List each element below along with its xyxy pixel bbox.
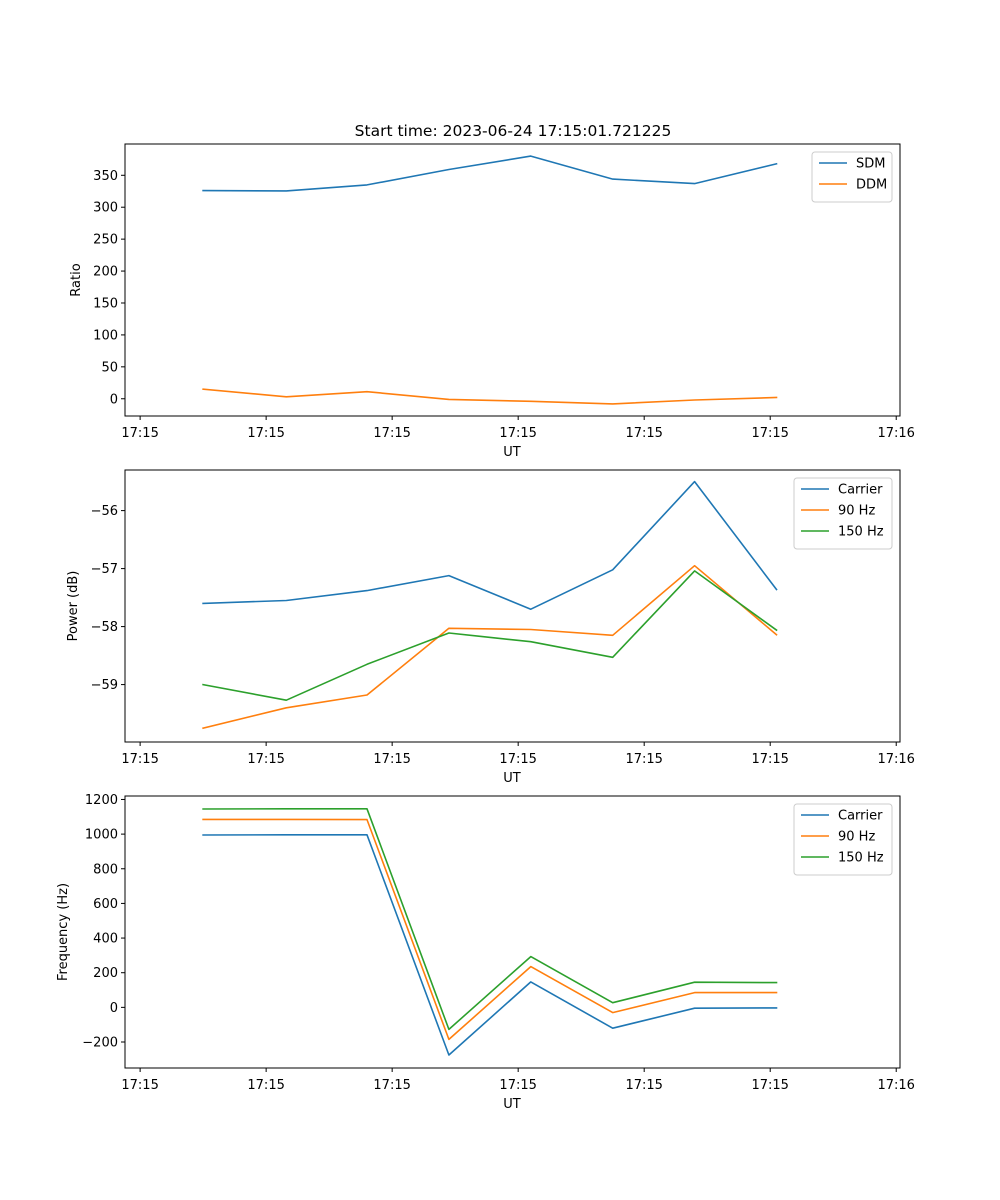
x-tick-label: 17:15: [373, 426, 410, 441]
y-tick-label: 600: [93, 897, 118, 912]
y-tick-label: −57: [91, 562, 118, 577]
xlabel-power: UT: [503, 771, 521, 786]
series-line-sdm: [202, 155, 778, 192]
y-tick-label: 200: [93, 966, 118, 981]
y-tick-label: −200: [82, 1036, 118, 1051]
x-tick-label: 17:15: [751, 1078, 788, 1093]
legend-label: 150 Hz: [838, 851, 884, 866]
y-tick-label: 800: [93, 862, 118, 877]
x-tick-label: 17:15: [373, 1078, 410, 1093]
x-tick-label: 17:15: [751, 752, 788, 767]
axes-frame-power: [124, 469, 901, 743]
legend-label: 90 Hz: [838, 830, 875, 845]
y-tick-label: 50: [101, 360, 118, 375]
x-tick-label: 17:15: [625, 426, 662, 441]
panel-power: Power (dB) UT 17:15 17:15 17:15 17:15 17:15 1…: [66, 469, 915, 786]
series-line-150-hz: [202, 807, 778, 1031]
x-tick-label: 17:15: [247, 1078, 284, 1093]
series-line-ddm: [202, 388, 778, 405]
y-tick-label: 250: [93, 233, 118, 248]
series-line-90-hz: [202, 818, 778, 1041]
x-tick-label: 17:15: [247, 752, 284, 767]
y-tick-label: −56: [91, 504, 118, 519]
y-tick-label: 300: [93, 201, 118, 216]
ylabel-frequency: Frequency (Hz): [56, 883, 71, 981]
legend-label: 90 Hz: [838, 504, 875, 519]
legend-label: Carrier: [838, 809, 883, 824]
x-tick-label: 17:15: [121, 426, 158, 441]
x-tick-label: 17:16: [877, 1078, 914, 1093]
y-tick-label: 200: [93, 265, 118, 280]
series-line-carrier: [202, 480, 778, 611]
xlabel-ratio: UT: [503, 445, 521, 460]
y-tick-label: 350: [93, 169, 118, 184]
legend-ratio: SDM DDM: [811, 151, 893, 203]
x-tick-label: 17:15: [373, 752, 410, 767]
x-tick-label: 17:15: [499, 752, 536, 767]
panel-frequency: Frequency (Hz) UT 17:15 17:15 17:15 17:15 17…: [56, 793, 915, 1112]
series-line-150-hz: [202, 570, 778, 702]
x-tick-label: 17:15: [625, 752, 662, 767]
y-tick-label: −59: [91, 678, 118, 693]
series-line-carrier: [202, 833, 778, 1056]
legend-box: [811, 151, 893, 203]
axes-frame-frequency: [124, 795, 901, 1069]
x-tick-label: 17:16: [877, 752, 914, 767]
y-tick-label: 400: [93, 932, 118, 947]
x-tick-label: 17:15: [121, 752, 158, 767]
x-tick-label: 17:16: [877, 426, 914, 441]
y-tick-label: −58: [91, 620, 118, 635]
ylabel-ratio: Ratio: [69, 263, 84, 296]
legend-label: Carrier: [838, 483, 883, 498]
legend-label: 150 Hz: [838, 525, 884, 540]
legend-frequency: Carrier 90 Hz 150 Hz: [793, 803, 893, 876]
x-tick-label: 17:15: [121, 1078, 158, 1093]
x-tick-label: 17:15: [499, 1078, 536, 1093]
y-tick-label: 150: [93, 296, 118, 311]
y-tick-label: 0: [110, 1001, 118, 1016]
figure-title: Start time: 2023-06-24 17:15:01.721225: [355, 122, 672, 140]
legend-label: DDM: [856, 178, 887, 193]
x-tick-label: 17:15: [751, 426, 788, 441]
legend-power: Carrier 90 Hz 150 Hz: [793, 477, 893, 550]
series-line-90-hz: [202, 564, 778, 730]
y-tick-label: 0: [110, 392, 118, 407]
panel-ratio: Ratio UT 17:15 17:15 17:15 17:15 17:15 17:15 1…: [69, 143, 915, 460]
x-tick-label: 17:15: [499, 426, 536, 441]
x-tick-label: 17:15: [625, 1078, 662, 1093]
axes-frame-ratio: [124, 143, 901, 417]
legend-label: SDM: [856, 157, 885, 172]
y-tick-label: 100: [93, 328, 118, 343]
x-tick-label: 17:15: [247, 426, 284, 441]
ylabel-power: Power (dB): [66, 571, 81, 642]
y-tick-label: 1000: [85, 828, 118, 843]
y-tick-label: 1200: [85, 793, 118, 808]
xlabel-frequency: UT: [503, 1097, 521, 1112]
